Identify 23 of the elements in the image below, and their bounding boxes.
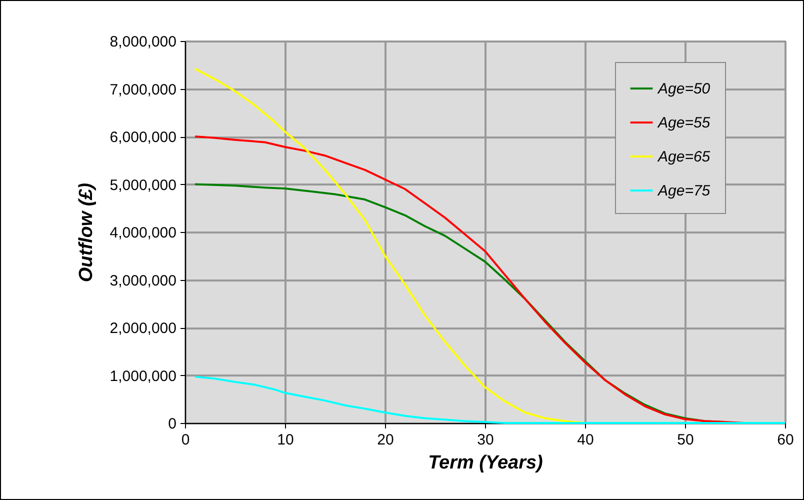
y-tick-label: 0	[168, 416, 176, 432]
x-tick-label: 20	[377, 432, 394, 448]
x-tick-label: 40	[577, 432, 594, 448]
legend-label: Age=65	[657, 148, 711, 166]
y-tick-label: 1,000,000	[110, 368, 176, 385]
x-axis-title: Term (Years)	[428, 452, 543, 474]
x-tick-label: 50	[677, 432, 694, 448]
y-tick-label: 7,000,000	[110, 81, 176, 98]
y-tick-label: 4,000,000	[110, 224, 176, 242]
y-axis-title: Outflow (£)	[76, 182, 97, 282]
x-tick-label: 30	[477, 432, 494, 448]
y-tick-label: 5,000,000	[110, 176, 176, 194]
x-tick-label: 10	[277, 432, 294, 448]
x-tick-label: 60	[777, 432, 794, 448]
legend-label: Age=55	[657, 114, 711, 132]
legend-label: Age=50	[657, 80, 711, 98]
y-tick-label: 2,000,000	[110, 320, 176, 337]
legend-label: Age=75	[657, 182, 711, 200]
y-tick-label: 3,000,000	[110, 272, 176, 290]
y-tick-label: 8,000,000	[110, 34, 176, 50]
x-tick-label: 0	[181, 432, 190, 448]
line-series	[194, 376, 786, 424]
y-tick-label: 6,000,000	[110, 129, 176, 146]
